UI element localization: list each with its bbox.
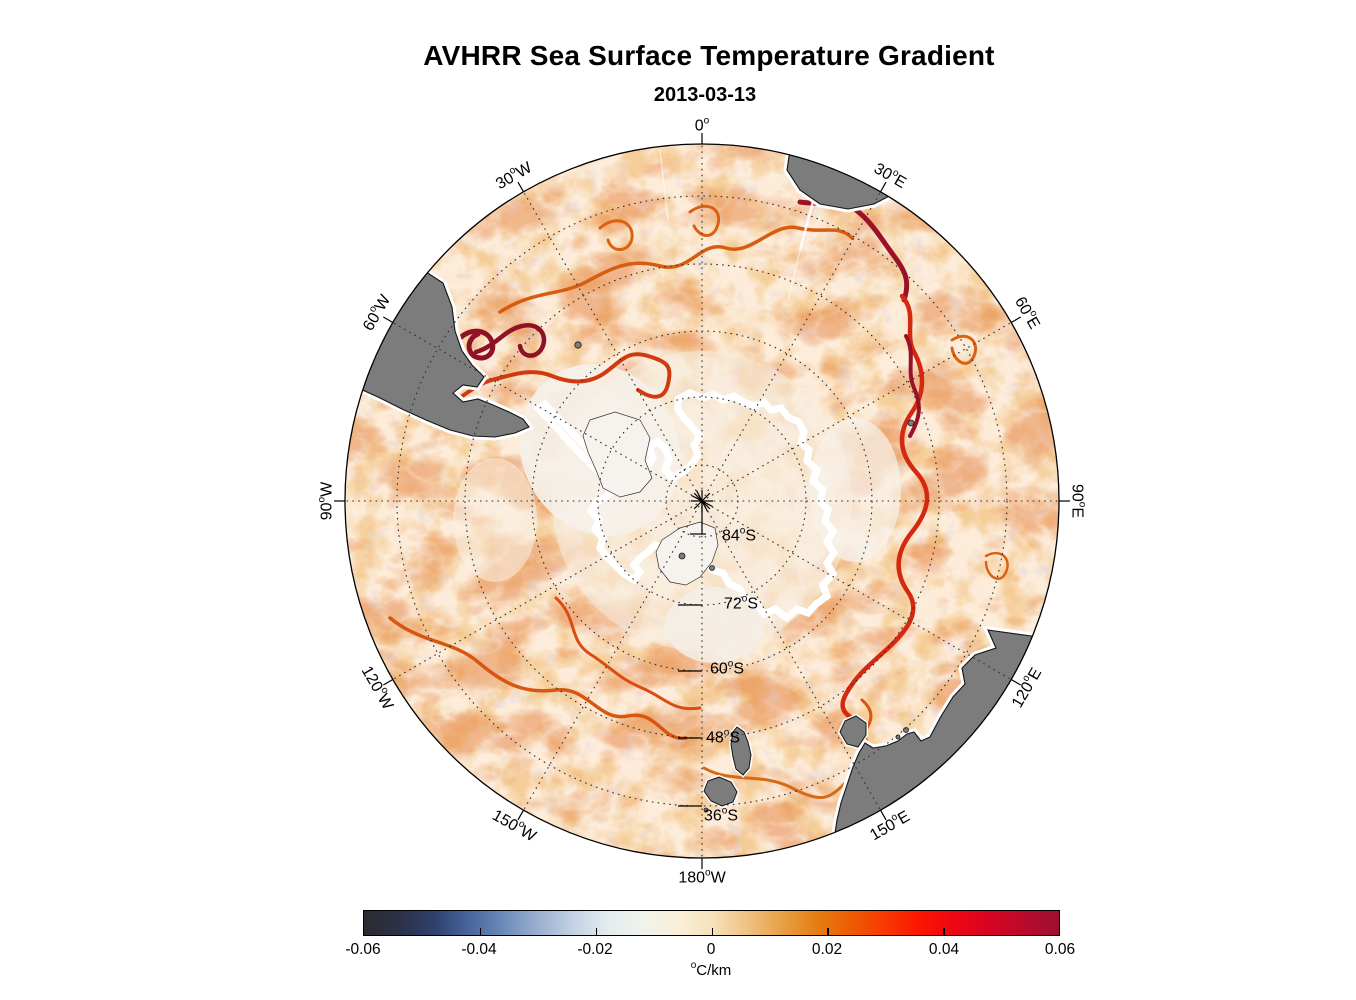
- lon-label-90w: 90oW: [316, 481, 336, 521]
- lat-label-48s: 48oS: [705, 727, 741, 747]
- colorbar-tick-label: 0.02: [811, 941, 843, 958]
- lat-label-60s: 60oS: [709, 658, 745, 678]
- colorbar-tick-label: 0: [706, 941, 716, 958]
- pole-marker: [691, 490, 713, 534]
- tasmania-island: [839, 715, 867, 748]
- colorbar: [363, 910, 1060, 936]
- boundary-ticks: [334, 133, 1070, 869]
- ross-ice-shelf: [655, 521, 719, 586]
- colorbar-tick-label: -0.06: [345, 941, 381, 958]
- lon-label-180w: 180oW: [678, 867, 726, 887]
- figure-title: AVHRR Sea Surface Temperature Gradient: [423, 40, 995, 71]
- kerguelen-island: [907, 419, 915, 427]
- colorbar-tick: [943, 928, 945, 935]
- lat-label-36s: 36oS: [703, 805, 739, 825]
- meridian-lines: [345, 144, 1059, 858]
- lat-label-72s: 72oS: [723, 593, 759, 613]
- colorbar-tick-label: 0.06: [1044, 941, 1076, 958]
- colorbar-tick: [479, 928, 482, 935]
- colorbar-tick: [711, 928, 713, 935]
- figure-subtitle: 2013-03-13: [653, 84, 757, 106]
- colorbar-tick-label: -0.02: [577, 941, 613, 958]
- map-frame: [334, 133, 1070, 869]
- latitude-ticks: [678, 533, 706, 807]
- colorbar-tick-label: 0.04: [928, 941, 960, 958]
- colorbar-unit-label: oC/km: [690, 960, 732, 979]
- new-zealand-landmass: [701, 724, 754, 813]
- falkland-island: [574, 341, 582, 349]
- colorbar-tick-label: -0.04: [461, 941, 497, 958]
- colorbar-tick: [827, 928, 829, 935]
- lat-label-84s: 84oS: [721, 525, 757, 545]
- ronne-ice-shelf: [582, 411, 653, 498]
- colorbar-tick: [595, 928, 598, 935]
- lon-label-90e: 90oE: [1068, 483, 1088, 519]
- map-disc: [345, 144, 1059, 858]
- antarctica-landmass: [532, 389, 839, 623]
- lon-label-0: 0o: [694, 115, 710, 135]
